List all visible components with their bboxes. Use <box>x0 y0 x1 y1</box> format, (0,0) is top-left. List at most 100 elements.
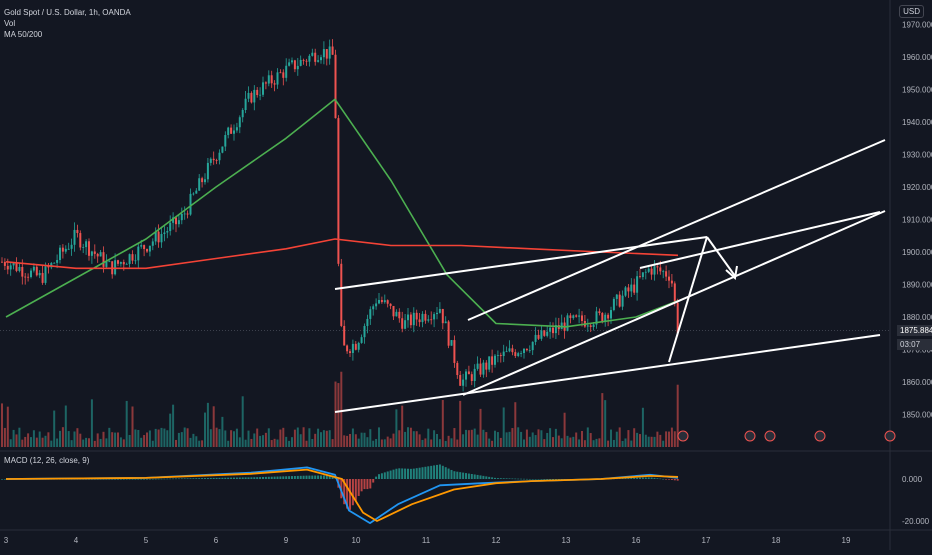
price-tick-label: 1940.000 <box>902 118 932 127</box>
volume-bar <box>111 432 114 447</box>
volume-bar <box>172 404 175 447</box>
candle-body <box>415 312 418 320</box>
candle-body <box>598 311 601 314</box>
macd-histogram-bar <box>305 475 308 479</box>
volume-bar <box>27 433 30 447</box>
candle-body <box>430 319 433 321</box>
volume-bar <box>653 436 656 447</box>
macd-histogram-bar <box>392 469 395 479</box>
macd-histogram-bar <box>189 478 192 479</box>
volume-group <box>1 371 679 447</box>
macd-histogram-bar <box>520 478 523 480</box>
volume-bar <box>421 439 424 447</box>
macd-histogram-bar <box>311 475 314 479</box>
candle-body <box>270 75 273 84</box>
candle-body <box>56 259 59 263</box>
price-tick-label: 1870.000 <box>902 346 932 355</box>
macd-histogram-bar <box>514 478 517 480</box>
candle-body <box>99 252 102 257</box>
volume-bar <box>233 431 235 447</box>
candle-body <box>375 303 378 307</box>
macd-histogram-bar <box>3 479 6 480</box>
macd-histogram-bar <box>180 478 183 480</box>
macd-histogram-bar <box>241 477 244 479</box>
candle-body <box>650 268 653 275</box>
time-tick-label: 19 <box>842 536 851 545</box>
macd-histogram-bar <box>264 476 267 479</box>
candle-body <box>73 229 76 245</box>
candle-body <box>119 262 122 264</box>
macd-histogram-bar <box>485 476 488 479</box>
candle-body <box>386 300 389 304</box>
volume-bar <box>621 440 624 447</box>
candle-body <box>204 179 206 183</box>
macd-histogram-bar <box>296 475 299 479</box>
volume-bar <box>334 381 337 447</box>
candle-body <box>125 263 128 265</box>
volume-bar <box>552 437 554 447</box>
volume-bar <box>525 429 528 447</box>
macd-histogram-bar <box>389 470 392 479</box>
candle-body <box>615 294 618 299</box>
candle-body <box>41 272 44 283</box>
candle-body <box>502 351 505 357</box>
candle-body <box>273 83 276 85</box>
volume-bar <box>459 400 462 447</box>
volume-bar <box>250 438 253 447</box>
candle-body <box>372 306 375 310</box>
macd-histogram-bar <box>102 479 105 480</box>
volume-bar <box>148 430 151 447</box>
macd-histogram-bar <box>299 475 302 479</box>
macd-histogram-bar <box>238 477 241 479</box>
macd-histogram-bar <box>192 478 195 479</box>
volume-bar <box>665 431 668 447</box>
candle-body <box>276 72 279 85</box>
macd-histogram-bar <box>270 476 273 479</box>
macd-histogram-bar <box>267 476 270 479</box>
candle-body <box>53 262 56 264</box>
macd-histogram-bar <box>204 478 206 479</box>
candle-body <box>424 313 427 321</box>
candle-body <box>183 213 186 215</box>
volume-bar <box>505 432 508 447</box>
candle-body <box>589 325 592 327</box>
candle-body <box>325 49 328 59</box>
macd-histogram-bar <box>360 479 363 492</box>
candle-body <box>528 350 531 351</box>
volume-bar <box>494 430 496 447</box>
volume-bar <box>523 439 525 447</box>
countdown-tag: 03:07 <box>897 339 932 350</box>
volume-bar <box>357 438 360 447</box>
volume-bar <box>528 436 531 447</box>
candle-body <box>534 334 537 342</box>
macd-histogram-bar <box>517 478 520 480</box>
candle-body <box>44 266 47 283</box>
volume-bar <box>146 432 148 447</box>
macd-histogram-bar <box>169 478 172 480</box>
macd-histogram-bar <box>250 477 253 479</box>
candle-body <box>673 283 676 303</box>
candle-body <box>177 220 180 225</box>
macd-tick-label: -20.000 <box>902 517 930 526</box>
macd-histogram-bar <box>157 478 160 480</box>
macd-histogram-bar <box>465 473 467 479</box>
volume-bar <box>360 432 363 447</box>
volume-bar <box>433 430 436 447</box>
candle-body <box>108 261 111 263</box>
candle-body <box>549 327 552 332</box>
candle-body <box>586 325 589 327</box>
candle-body <box>206 162 209 180</box>
volume-bar <box>610 429 612 447</box>
macd-histogram-bar <box>328 475 331 479</box>
volume-bar <box>119 437 122 447</box>
candle-body <box>566 315 569 331</box>
candle-body <box>441 308 444 324</box>
volume-bar <box>230 430 233 447</box>
currency-badge[interactable]: USD <box>899 5 924 18</box>
macd-histogram-bar <box>673 479 676 481</box>
candle-body <box>479 363 482 375</box>
candle-body <box>389 303 392 306</box>
event-marker-icon <box>884 430 896 442</box>
trendline-rising-lower <box>462 210 886 396</box>
